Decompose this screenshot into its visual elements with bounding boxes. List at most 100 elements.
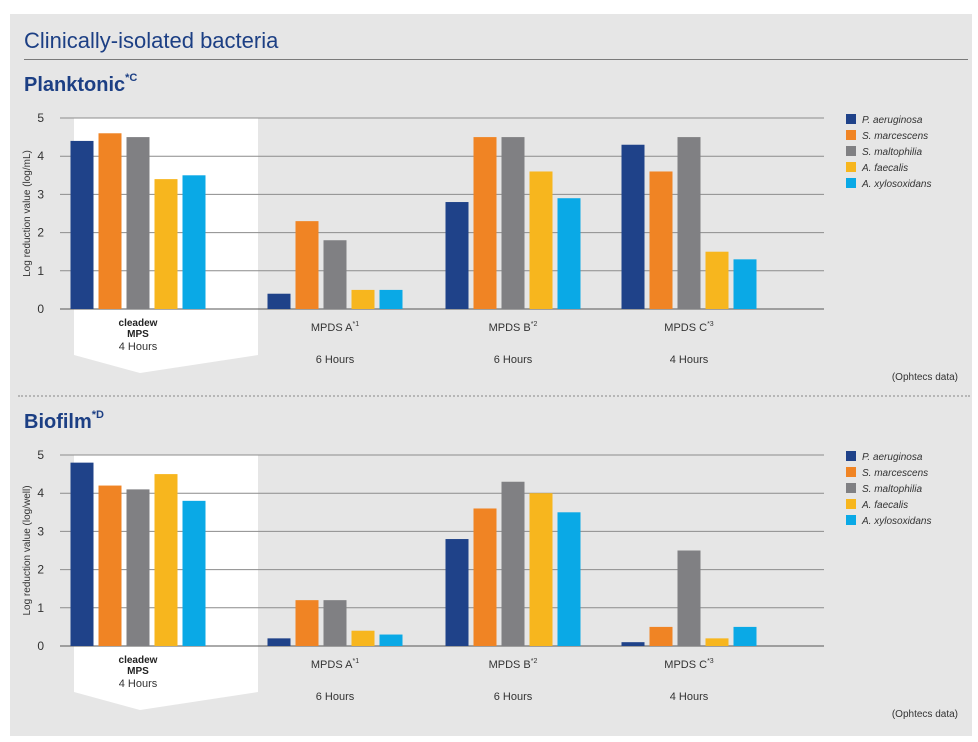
bar — [529, 171, 553, 309]
category-name: MPDS C — [664, 659, 707, 671]
legend-swatch — [846, 451, 856, 461]
legend-label: P. aeruginosa — [862, 115, 923, 126]
y-tick-label: 4 — [37, 149, 44, 163]
y-tick-label: 0 — [37, 639, 44, 653]
legend-swatch — [846, 178, 856, 188]
bar — [649, 171, 673, 309]
category-sup: *2 — [531, 658, 538, 665]
category-sup: *3 — [707, 321, 714, 328]
category-time-label: 6 Hours — [494, 691, 533, 703]
bar — [445, 539, 469, 646]
bar — [98, 133, 122, 309]
bar — [557, 512, 581, 646]
bar — [98, 485, 122, 646]
legend-swatch — [846, 467, 856, 477]
bar — [351, 630, 375, 646]
biofilm-title-text: Biofilm — [24, 411, 92, 433]
chart-panel: Clinically-isolated bacteria Planktonic*… — [10, 14, 972, 736]
legend-label: S. maltophilia — [862, 484, 922, 495]
category-time-label: 4 Hours — [670, 354, 709, 366]
bar — [733, 626, 757, 646]
legend-label: S. marcescens — [862, 468, 928, 479]
category-sup: *3 — [707, 658, 714, 665]
title-rule — [24, 59, 968, 60]
source-note: (Ophtecs data) — [892, 709, 958, 720]
bar — [621, 144, 645, 309]
category-label: MPDS A*1 — [311, 321, 359, 334]
bar — [649, 626, 673, 646]
bar — [621, 642, 645, 646]
legend-swatch — [846, 146, 856, 156]
bar — [182, 500, 206, 646]
legend-label: A. xylosoxidans — [861, 516, 931, 527]
section-divider — [18, 395, 970, 397]
y-tick-label: 5 — [37, 448, 44, 462]
bar — [70, 140, 94, 309]
category-label-line2: MPS — [127, 666, 149, 677]
category-label: MPDS B*2 — [489, 321, 538, 334]
bar — [733, 259, 757, 309]
y-tick-label: 0 — [37, 302, 44, 316]
category-label: MPDS C*3 — [664, 658, 714, 671]
y-axis-title: Log reduction value (log/well) — [22, 485, 33, 615]
legend-label: P. aeruginosa — [862, 452, 923, 463]
legend-label: A. faecalis — [861, 163, 908, 174]
legend-swatch — [846, 162, 856, 172]
bar — [351, 289, 375, 309]
bar — [267, 638, 291, 646]
bar — [295, 600, 319, 646]
legend-swatch — [846, 130, 856, 140]
bar — [501, 481, 525, 646]
bar — [267, 293, 291, 309]
category-time-label: 4 Hours — [119, 341, 158, 353]
bar — [529, 493, 553, 646]
y-tick-label: 4 — [37, 486, 44, 500]
bar — [473, 508, 497, 646]
planktonic-title: Planktonic*C — [24, 72, 138, 97]
category-label: MPDS A*1 — [311, 658, 359, 671]
bar — [126, 489, 150, 646]
legend-swatch — [846, 483, 856, 493]
category-time-label: 6 Hours — [494, 354, 533, 366]
category-label: MPDS B*2 — [489, 658, 538, 671]
planktonic-title-text: Planktonic — [24, 74, 126, 96]
category-name: MPDS B — [489, 322, 531, 334]
category-label: MPDS C*3 — [664, 321, 714, 334]
planktonic-title-sup: *C — [125, 72, 138, 84]
category-time-label: 6 Hours — [316, 691, 355, 703]
bar — [379, 634, 403, 646]
legend-label: S. maltophilia — [862, 147, 922, 158]
bar — [677, 137, 701, 309]
bar — [126, 137, 150, 309]
biofilm-title: Biofilm*D — [24, 409, 104, 434]
bar — [557, 198, 581, 309]
category-label-line2: MPS — [127, 329, 149, 340]
bar — [70, 462, 94, 646]
legend-swatch — [846, 499, 856, 509]
bar — [501, 137, 525, 309]
category-label: cleadew — [119, 318, 158, 329]
y-tick-label: 3 — [37, 187, 44, 201]
bar — [295, 221, 319, 309]
category-name: MPDS A — [311, 322, 353, 334]
y-tick-label: 1 — [37, 264, 44, 278]
category-time-label: 6 Hours — [316, 354, 355, 366]
bar — [154, 474, 178, 646]
y-tick-label: 3 — [37, 524, 44, 538]
page-title: Clinically-isolated bacteria — [24, 28, 279, 53]
bar — [323, 600, 347, 646]
bar — [705, 251, 729, 309]
y-tick-label: 5 — [37, 111, 44, 125]
bar — [379, 289, 403, 309]
y-tick-label: 2 — [37, 226, 44, 240]
legend-label: A. faecalis — [861, 500, 908, 511]
legend-label: A. xylosoxidans — [861, 179, 931, 190]
y-tick-label: 2 — [37, 563, 44, 577]
bar — [677, 550, 701, 646]
category-sup: *1 — [352, 658, 359, 665]
bar — [445, 202, 469, 309]
source-note: (Ophtecs data) — [892, 372, 958, 383]
legend-swatch — [846, 114, 856, 124]
category-name: MPDS A — [311, 659, 353, 671]
bar — [323, 240, 347, 309]
